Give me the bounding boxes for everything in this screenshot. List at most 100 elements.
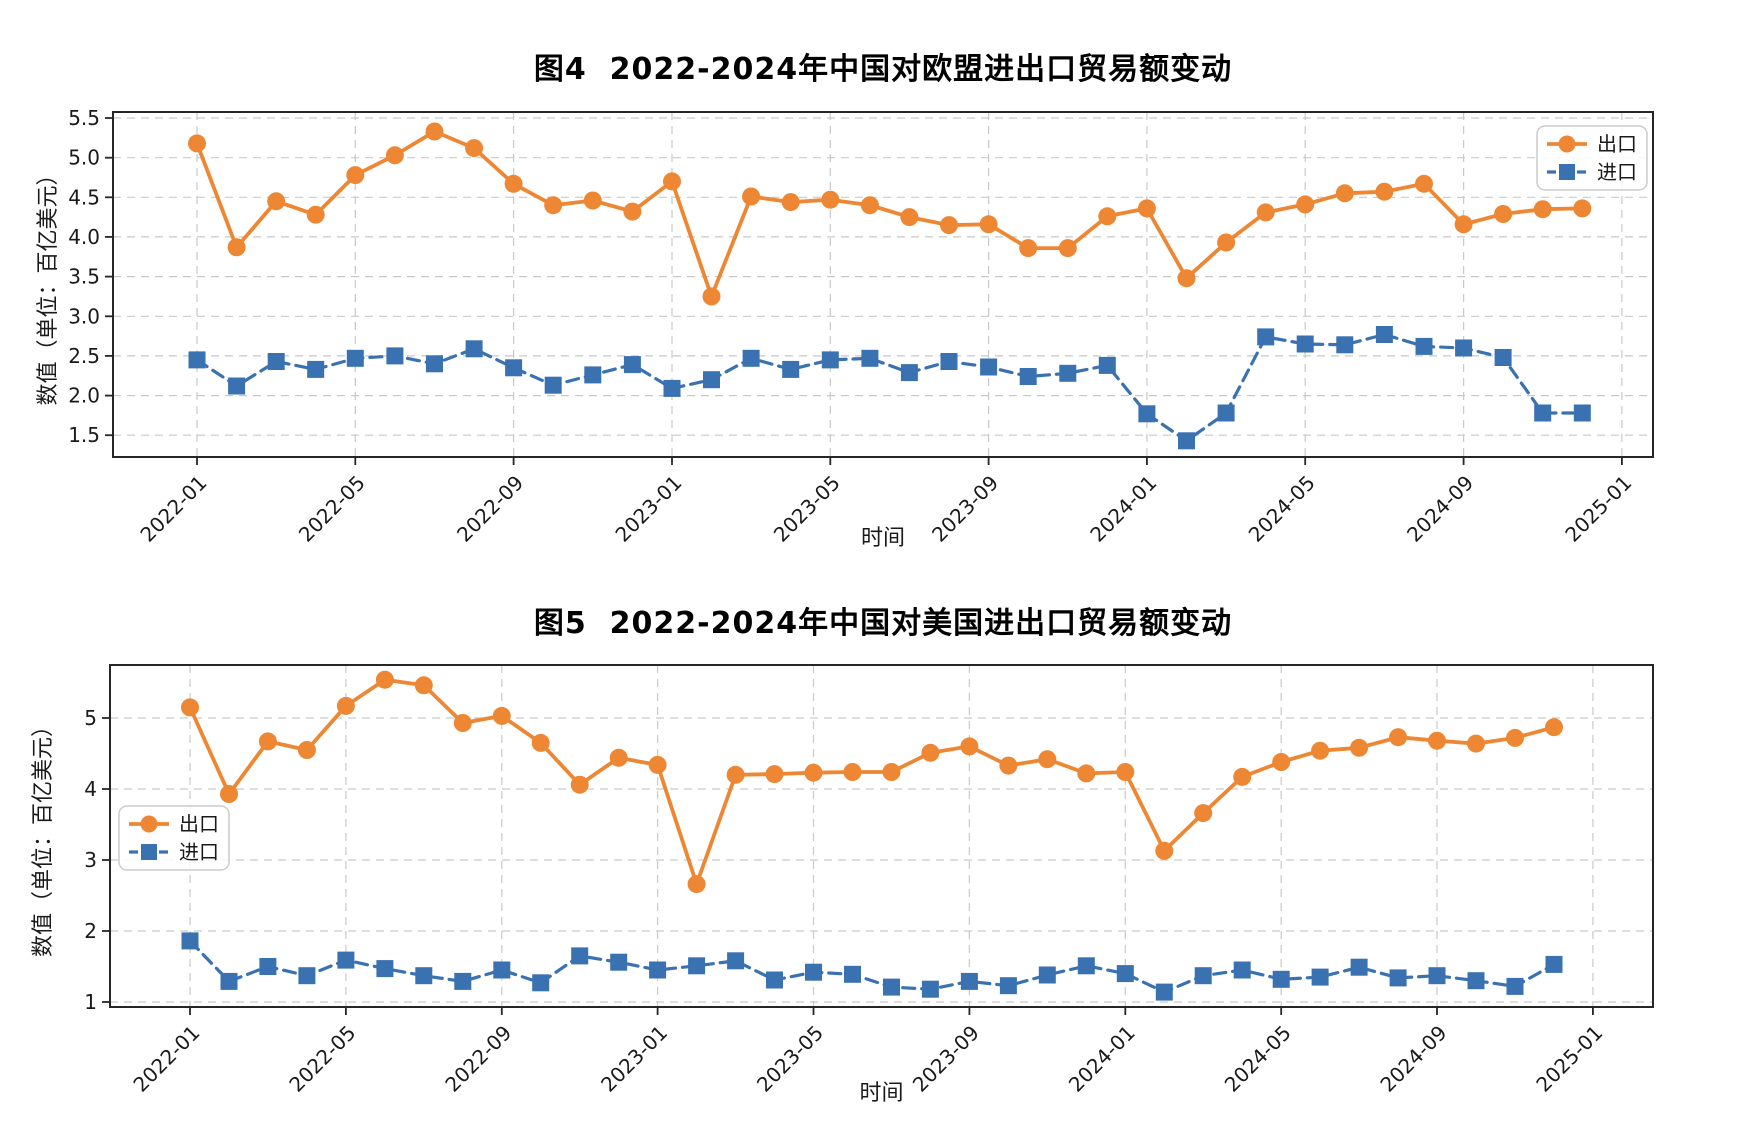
y-tick-label: 3.5: [68, 265, 100, 289]
square-marker: [663, 379, 681, 397]
square-marker: [544, 376, 562, 394]
x-tick-label: 2022-05: [294, 471, 370, 547]
x-tick-label: 2024-05: [1244, 471, 1320, 547]
x-tick-label: 2022-01: [135, 471, 211, 547]
y-tick-label: 5: [84, 706, 97, 730]
square-marker: [900, 364, 918, 382]
circle-marker: [1116, 763, 1135, 781]
legend-entry: 出口: [1547, 132, 1637, 156]
square-marker: [861, 349, 879, 367]
legend-entry: 进口: [129, 840, 219, 864]
square-marker: [649, 961, 667, 979]
square-marker: [337, 951, 355, 969]
circle-marker: [425, 122, 444, 141]
circle-marker: [1233, 767, 1252, 786]
x-axis-label: 时间: [859, 1081, 903, 1106]
series-line: [188, 939, 1556, 994]
x-tick-label: 2023-09: [927, 471, 1003, 547]
circle-marker: [999, 756, 1018, 775]
square-marker: [960, 972, 978, 990]
x-tick-label: 2022-09: [440, 1021, 516, 1097]
square-marker: [1116, 965, 1134, 983]
square-marker: [259, 958, 277, 975]
circle-marker: [1311, 741, 1330, 760]
square-marker: [1494, 349, 1512, 366]
square-marker: [584, 366, 602, 384]
series-line: [188, 677, 1556, 886]
square-marker: [1233, 961, 1251, 979]
x-tick-label: 2022-09: [452, 471, 528, 547]
y-axis-label: 数值（单位：百亿美元）: [31, 715, 56, 957]
circle-marker: [1217, 233, 1236, 252]
square-marker: [1178, 432, 1195, 450]
circle-marker: [258, 732, 277, 751]
circle-marker: [414, 676, 433, 695]
circle-marker: [1389, 728, 1408, 747]
legend-circle-marker: [140, 815, 158, 833]
square-marker: [1389, 969, 1407, 987]
square-marker: [307, 360, 325, 378]
x-tick-label: 2023-09: [908, 1021, 984, 1097]
square-marker: [1155, 983, 1173, 1001]
square-marker: [703, 371, 720, 389]
x-axis-label: 时间: [861, 526, 905, 551]
grid-lines: [113, 112, 1653, 457]
square-marker: [532, 974, 550, 992]
circle-marker: [1256, 203, 1275, 222]
export-series: [181, 670, 1563, 894]
circle-marker: [1019, 239, 1038, 258]
square-marker: [493, 961, 511, 979]
circle-marker: [1573, 199, 1592, 218]
circle-marker: [687, 875, 706, 894]
circle-marker: [346, 166, 365, 185]
y-tick-label: 5.5: [68, 106, 100, 130]
square-marker: [1059, 364, 1077, 382]
square-marker: [1019, 368, 1037, 385]
square-marker: [298, 967, 316, 985]
square-marker: [220, 972, 238, 990]
circle-marker: [227, 238, 246, 257]
square-marker: [1077, 957, 1095, 975]
legend-entry: 出口: [129, 812, 219, 836]
circle-marker: [1194, 804, 1213, 823]
x-tick-label: 2023-01: [610, 471, 686, 547]
square-marker: [505, 359, 523, 377]
square-marker: [1467, 972, 1485, 990]
square-marker: [610, 953, 628, 971]
circle-marker: [726, 765, 745, 784]
legend-square-marker: [141, 844, 157, 860]
circle-marker: [623, 202, 642, 221]
circle-marker: [1506, 728, 1524, 747]
square-marker: [1415, 337, 1433, 355]
y-tick-label: 1.5: [68, 423, 100, 447]
grid-lines: [110, 665, 1653, 1007]
circle-marker: [765, 765, 784, 784]
figure-4-plot: 1.5 2.0 2.5 3.0 3.5 4.0 4.5 5.0 5.5 2022-01 2022-0…: [36, 106, 1654, 551]
fig4-title: 图4 2022-2024年中国对欧盟进出口贸易额变动: [533, 52, 1233, 87]
circle-marker: [1137, 199, 1156, 218]
x-tick-label: 2025-01: [1560, 471, 1636, 547]
square-marker: [883, 978, 900, 996]
circle-marker: [648, 755, 667, 774]
x-tick-label: 2023-05: [769, 471, 845, 547]
square-marker: [999, 977, 1017, 995]
circle-marker: [921, 743, 940, 762]
legend-label: 进口: [179, 840, 219, 864]
square-marker: [1257, 328, 1275, 346]
y-tick-label: 1: [84, 990, 97, 1014]
y-tick-label: 2.5: [68, 344, 100, 368]
circle-marker: [1428, 731, 1446, 750]
y-tick-label: 2: [84, 919, 97, 943]
circle-marker: [804, 763, 823, 782]
circle-marker: [1272, 753, 1291, 771]
square-marker: [1506, 977, 1524, 995]
square-marker: [386, 347, 404, 365]
square-marker: [571, 947, 589, 965]
circle-marker: [1058, 239, 1077, 258]
x-tick-label: 2024-01: [1064, 1021, 1140, 1097]
square-marker: [454, 972, 472, 990]
